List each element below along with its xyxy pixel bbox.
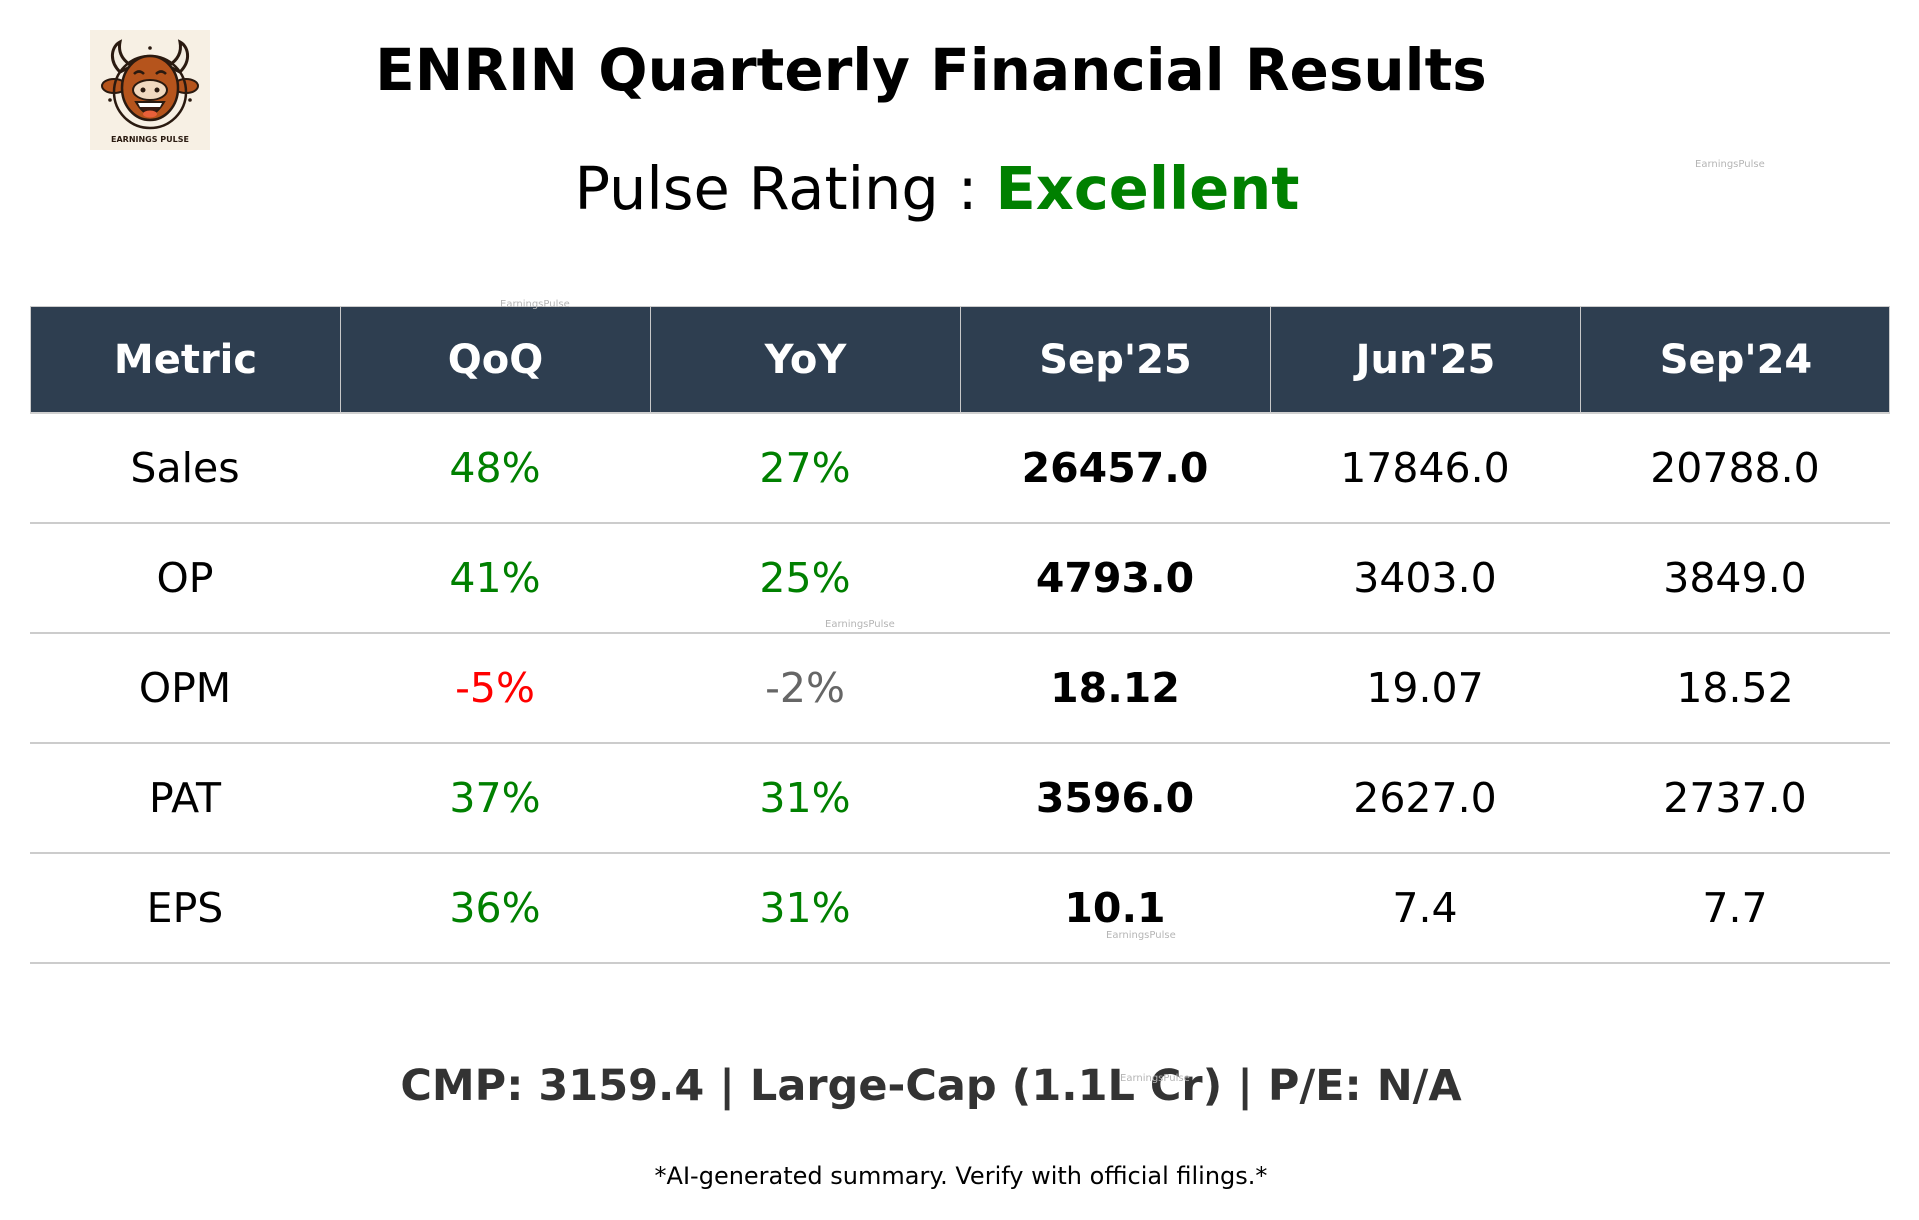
column-header-jun25: Jun'25 [1271,307,1581,412]
watermark: EarningsPulse [1695,159,1765,170]
sep24-cell: 3849.0 [1663,554,1807,602]
disclaimer: *AI-generated summary. Verify with offic… [654,1162,1268,1190]
bull-mascot-icon: EARNINGS PULSE [90,30,210,150]
qoq-cell: 37% [449,774,541,822]
pulse-rating-label: Pulse Rating : [574,154,978,223]
yoy-cell: 31% [759,884,851,932]
metric-cell: EPS [146,884,224,932]
yoy-cell: 31% [759,774,851,822]
sep25-cell: 26457.0 [1021,444,1209,492]
sep24-cell: 20788.0 [1650,444,1820,492]
column-header-qoq: QoQ [341,307,651,412]
metric-cell: OPM [138,664,232,712]
qoq-cell: 36% [449,884,541,932]
table-row: EPS 36% 31% 10.1 7.4 7.7 [30,854,1890,964]
metric-cell: OP [156,554,214,602]
sep24-cell: 7.7 [1702,884,1768,932]
market-summary: CMP: 3159.4 | Large-Cap (1.1L Cr) | P/E:… [400,1061,1462,1111]
column-header-sep25: Sep'25 [961,307,1271,412]
jun25-cell: 7.4 [1392,884,1458,932]
watermark: EarningsPulse [1106,930,1176,941]
table-row: PAT 37% 31% 3596.0 2627.0 2737.0 [30,744,1890,854]
sep24-cell: 2737.0 [1663,774,1807,822]
sep25-cell: 3596.0 [1035,774,1195,822]
yoy-cell: 25% [759,554,851,602]
table-row: Sales 48% 27% 26457.0 17846.0 20788.0 [30,414,1890,524]
earnings-pulse-logo: EARNINGS PULSE [90,30,210,150]
pulse-rating-value: Excellent [995,154,1300,223]
qoq-cell: -5% [455,664,535,712]
metric-cell: Sales [130,444,240,492]
sep25-cell: 10.1 [1064,884,1166,932]
qoq-cell: 41% [449,554,541,602]
jun25-cell: 3403.0 [1353,554,1497,602]
table-row: OP 41% 25% 4793.0 3403.0 3849.0 [30,524,1890,634]
jun25-cell: 17846.0 [1340,444,1510,492]
qoq-cell: 48% [449,444,541,492]
metric-cell: PAT [148,774,221,822]
watermark: EarningsPulse [1120,1073,1190,1084]
yoy-cell: -2% [765,664,845,712]
column-header-metric: Metric [31,307,341,412]
sep25-cell: 4793.0 [1035,554,1195,602]
column-header-yoy: YoY [651,307,961,412]
sep24-cell: 18.52 [1676,664,1794,712]
column-header-sep24: Sep'24 [1659,336,1813,383]
table-row: OPM -5% -2% 18.12 19.07 18.52 [30,634,1890,744]
jun25-cell: 2627.0 [1353,774,1497,822]
watermark: EarningsPulse [500,299,570,310]
table-header-row: Metric QoQ YoY Sep'25 Jun'25 Sep'24 [30,306,1890,414]
financial-results-table: Metric QoQ YoY Sep'25 Jun'25 Sep'24 Sale… [30,306,1890,964]
yoy-cell: 27% [759,444,851,492]
jun25-cell: 19.07 [1366,664,1484,712]
svg-text:EARNINGS PULSE: EARNINGS PULSE [111,135,189,144]
page-title: ENRIN Quarterly Financial Results [375,36,1487,104]
pulse-rating: Pulse Rating : Excellent [0,155,1874,223]
watermark: EarningsPulse [825,619,895,630]
sep25-cell: 18.12 [1050,664,1180,712]
